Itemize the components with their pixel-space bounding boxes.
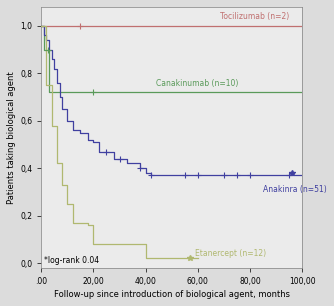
Text: Etanercept (n=12): Etanercept (n=12)	[195, 249, 266, 258]
Text: Tocilizumab (n=2): Tocilizumab (n=2)	[220, 12, 289, 21]
Y-axis label: Patients taking biological agent: Patients taking biological agent	[7, 71, 16, 204]
Text: Anakinra (n=51): Anakinra (n=51)	[263, 185, 327, 194]
X-axis label: Follow-up since introduction of biological agent, months: Follow-up since introduction of biologic…	[54, 290, 290, 299]
Text: Canakinumab (n=10): Canakinumab (n=10)	[156, 79, 238, 88]
Text: *log-rank 0.04: *log-rank 0.04	[44, 256, 99, 265]
